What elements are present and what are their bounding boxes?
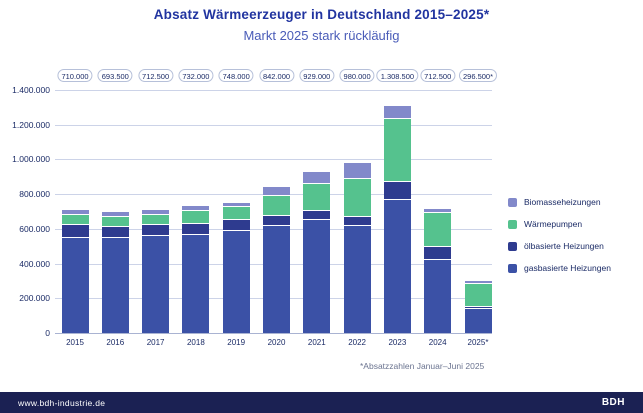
bar-segment-2025 [464,309,492,333]
bar-segment-2015 [61,238,89,333]
x-axis-year-label: 2018 [186,338,205,347]
bar-segment-2016 [101,217,129,227]
x-axis-year-label: 2020 [267,338,286,347]
bar-total-label: 748.000 [218,69,254,82]
x-axis-year-label: 2021 [307,338,326,347]
legend-swatch-icon [508,241,517,251]
legend-item: Wärmepumpen [508,213,611,235]
x-axis-year-label: 2025* [467,338,489,347]
bar-segment-2020 [263,226,290,333]
x-axis-year-label: 2015 [66,338,84,347]
chart-subtitle: Markt 2025 stark rückläufig [243,28,400,43]
y-gridline [55,124,492,126]
bar-total-label: 732.000 [178,69,214,82]
legend-swatch-icon [508,263,517,273]
bar-total-label: 712.500 [420,69,456,82]
bar-segment-2020 [263,187,290,196]
bar-total-label: 693.500 [97,69,133,82]
bar-segment-2018 [182,224,210,235]
legend-item: ölbasierte Heizungen [508,235,611,257]
legend-swatch-icon [508,197,517,207]
bar-segment-2019 [222,203,250,207]
bar-segment-2017 [142,236,170,333]
legend-label: Wärmepumpen [524,219,583,229]
x-axis-year-label: 2023 [388,338,407,347]
bar-segment-2024 [424,213,452,247]
footer-bar: www.bdh-industrie.de BDH [0,392,643,413]
bar-segment-2022 [343,179,371,217]
bar-segment-2024 [424,247,452,260]
bar-segment-2022 [343,226,371,333]
bar-segment-2021 [303,211,331,220]
legend-item: Biomasseheizungen [508,191,611,213]
bar-total-label: 842.000 [258,69,295,82]
bar-segment-2023 [383,200,411,333]
bar-segment-2017 [142,215,170,225]
bar-segment-2025 [464,284,492,307]
bar-total-label: 710.000 [57,69,93,82]
bar-segment-2023 [383,106,411,119]
legend-swatch-icon [508,219,517,229]
x-axis-year-label: 2019 [227,338,246,347]
bar-segment-2018 [182,235,210,333]
bar-total-label: 929.000 [299,69,335,82]
bar-segment-2021 [303,184,331,211]
bar-segment-2022 [343,163,371,179]
y-axis-tick-label: 1.400.000 [12,85,50,95]
bar-segment-2021 [303,220,331,333]
bar-total-label: 712.500 [138,69,174,82]
bar-segment-2024 [424,260,452,333]
bar-segment-2019 [222,231,250,333]
bar-segment-2018 [182,206,210,211]
bdh-logo: BDH [601,397,625,408]
y-axis-tick-label: 1.000.000 [12,154,50,165]
y-axis-tick-label: 200.000 [19,293,50,304]
y-gridline [55,159,492,161]
bar-segment-2020 [263,216,290,226]
bar-segment-2019 [222,207,250,220]
bar-segment-2020 [263,196,290,216]
y-axis-tick-label: 800.000 [19,189,50,200]
bar-segment-2022 [343,217,371,226]
bar-segment-2023 [383,182,411,200]
bar-segment-2015 [61,215,89,225]
legend-label: ölbasierte Heizungen [524,241,604,251]
chart-legend: Biomasseheizungen Wärmepumpen ölbasierte H… [508,191,611,279]
bar-total-label: 980.000 [339,69,375,82]
bar-segment-2018 [182,211,210,224]
x-axis-year-label: 2024 [428,338,447,347]
bar-segment-2016 [101,227,129,238]
bar-segment-2017 [142,210,170,215]
y-axis-tick-label: 1.200.000 [12,119,50,130]
bar-segment-2015 [61,225,89,238]
y-axis-tick-label: 600.000 [19,223,50,234]
legend-item: gasbasierte Heizungen [508,257,611,279]
footnote: *Absatzzahlen Januar–Juni 2025 [360,361,485,371]
bar-segment-2019 [222,220,250,231]
bar-segment-2016 [101,238,129,333]
y-axis-tick-label: 400.000 [19,258,50,269]
chart-title: Absatz Wärmeerzeuger in Deutschland 2015… [153,7,490,22]
bar-segment-2023 [383,119,411,182]
y-axis-tick-label: 0 [45,328,50,338]
legend-label: gasbasierte Heizungen [524,263,611,273]
bar-segment-2025 [464,307,492,309]
bar-segment-2024 [424,209,452,213]
legend-label: Biomasseheizungen [524,197,601,207]
bar-total-label: 296.500* [458,69,498,82]
bar-segment-2015 [61,210,89,215]
bar-segment-2021 [303,172,331,184]
x-axis-line [55,333,492,334]
y-gridline [55,90,492,91]
bar-segment-2025 [464,281,492,284]
x-axis-year-label: 2016 [106,338,125,347]
footer-website-url: www.bdh-industrie.de [18,397,106,408]
x-axis-year-label: 2017 [146,338,165,347]
bar-total-label: 1.308.500 [376,69,419,82]
x-axis-year-label: 2022 [348,338,366,347]
bar-segment-2017 [142,225,170,236]
bar-segment-2016 [101,212,129,217]
